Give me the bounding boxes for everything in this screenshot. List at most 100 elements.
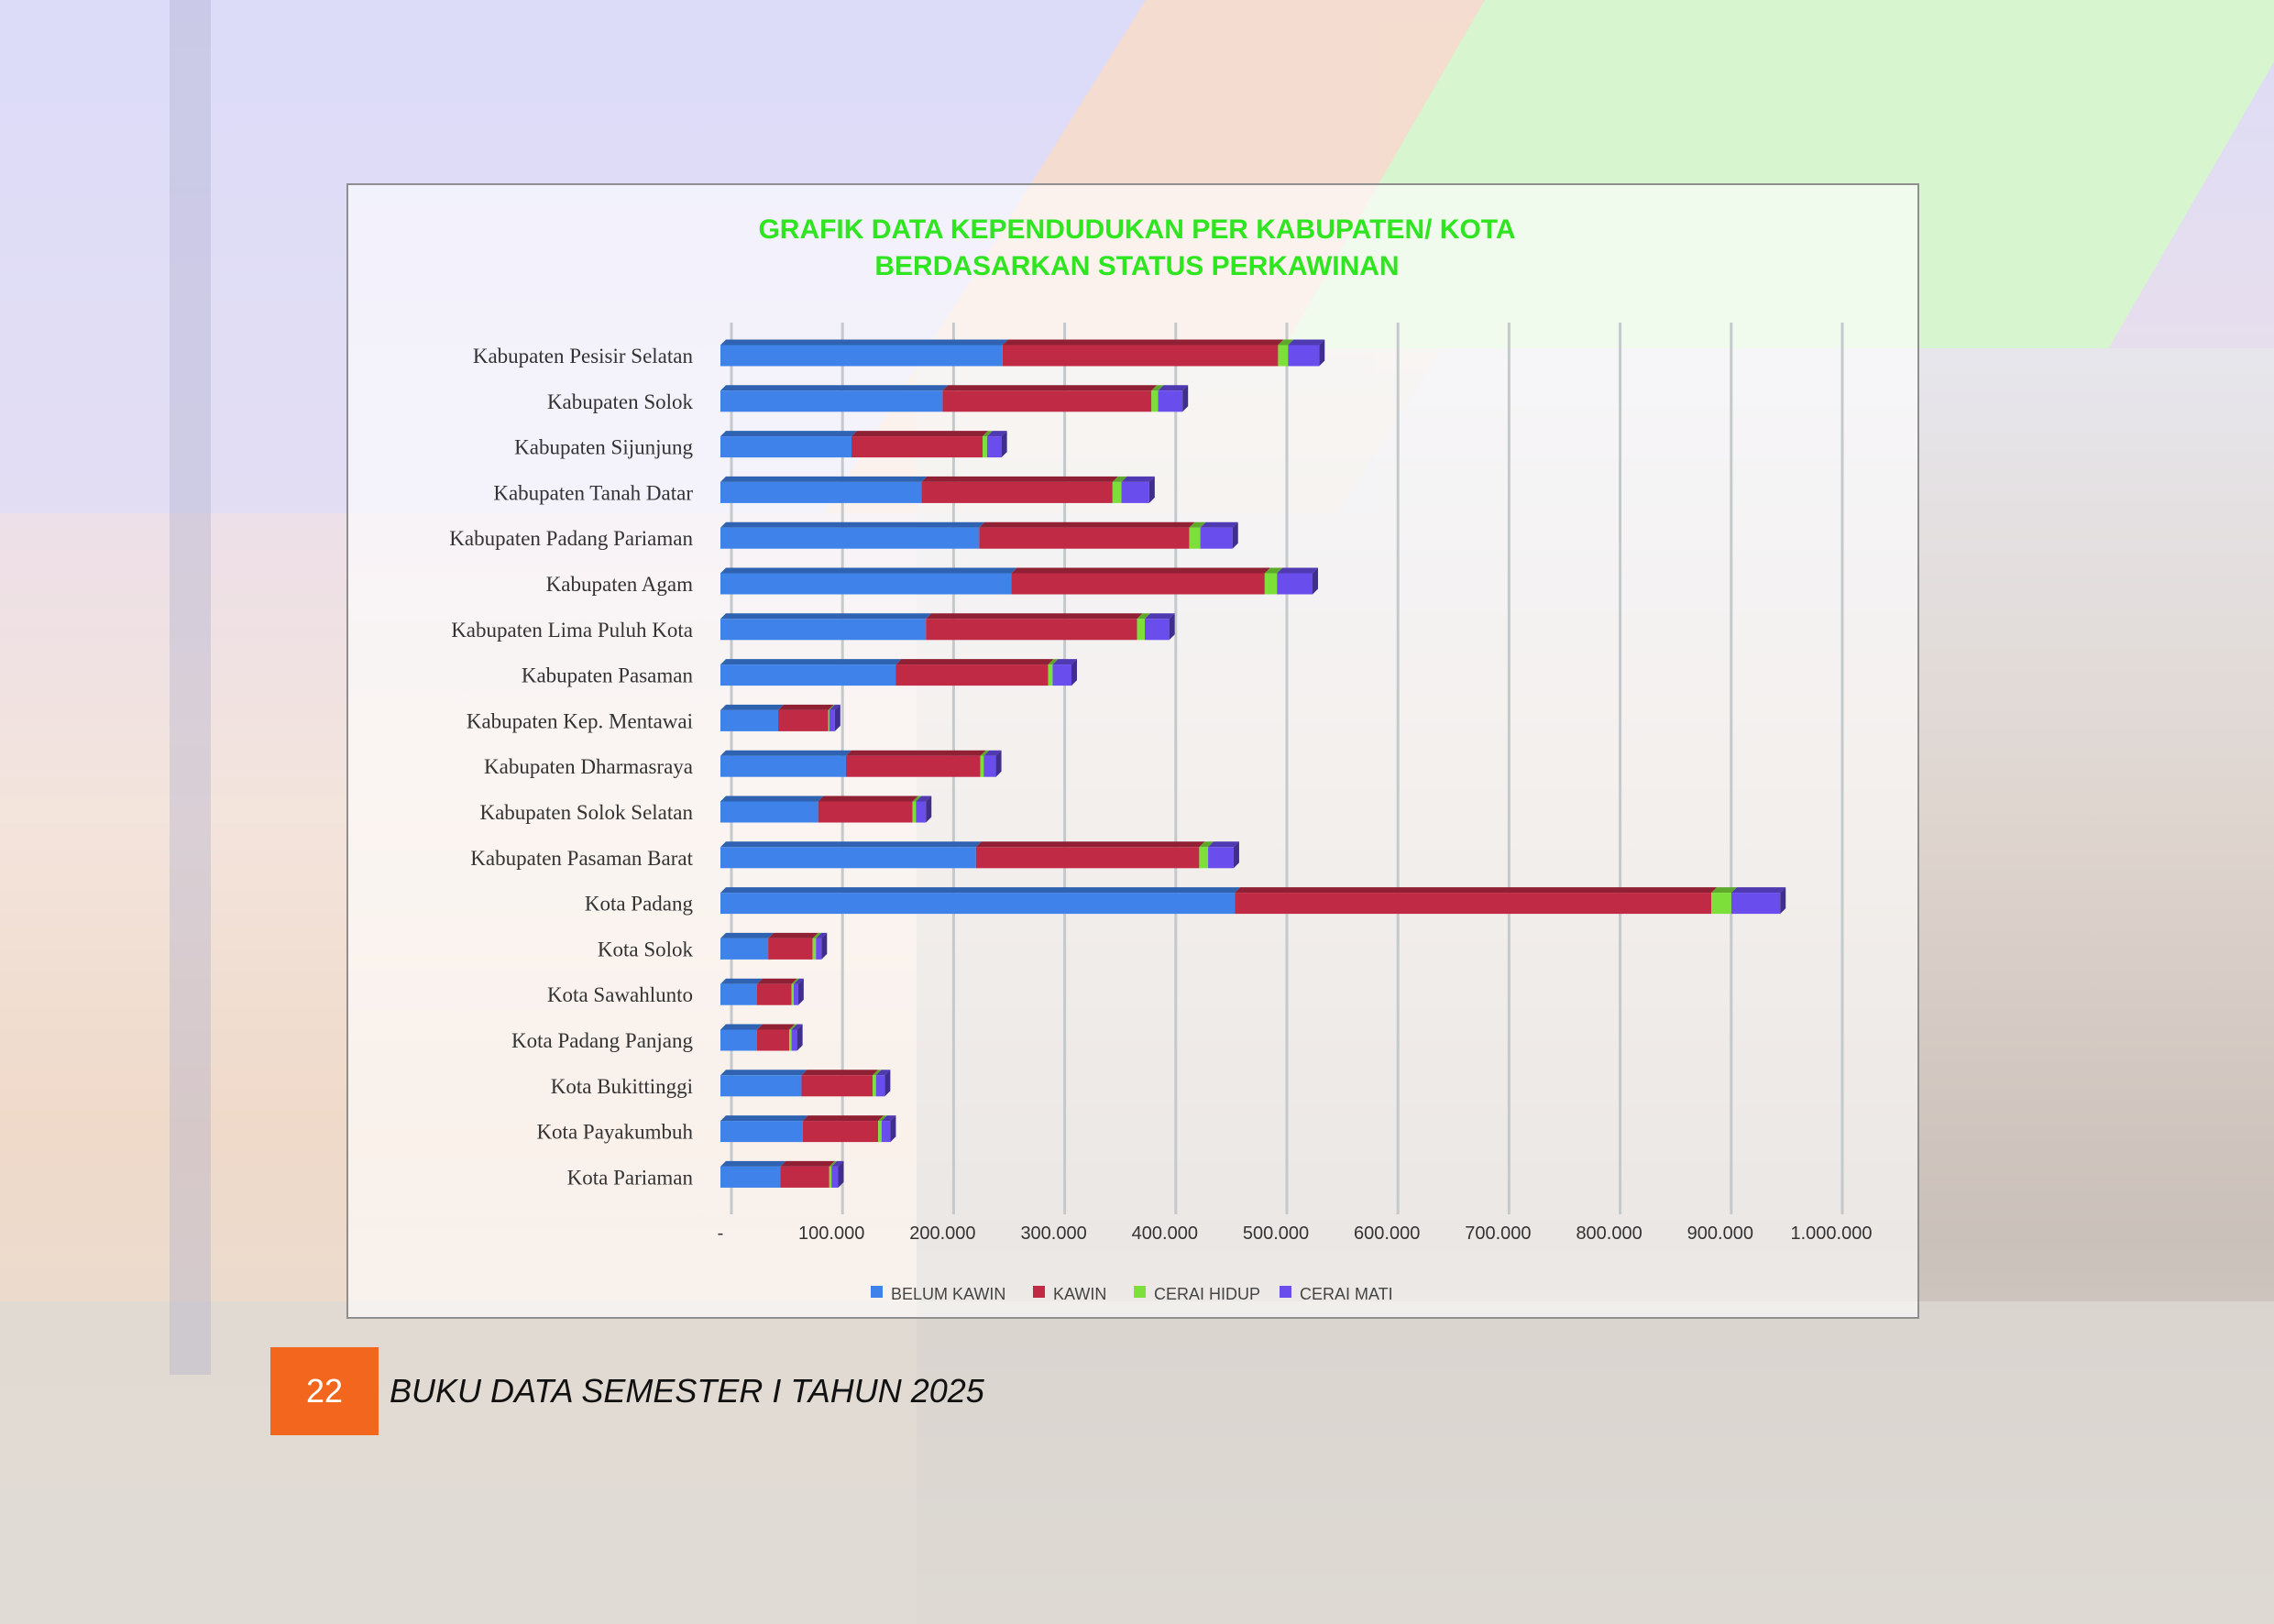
- category-label: Kabupaten Solok: [547, 390, 694, 413]
- category-label: Kabupaten Padang Pariaman: [449, 527, 693, 550]
- bar-segment: [1278, 339, 1294, 367]
- legend-swatch: [1280, 1286, 1291, 1298]
- category-label: Kota Pariaman: [567, 1166, 694, 1189]
- bar-segment: [778, 704, 834, 731]
- bar-segment: [881, 1115, 896, 1143]
- legend-label: BELUM KAWIN: [891, 1285, 1005, 1303]
- bar-segment: [1711, 887, 1737, 915]
- x-tick-label: 400.000: [1132, 1223, 1198, 1244]
- bar-segment: [801, 1070, 879, 1097]
- legend-swatch: [1134, 1286, 1146, 1298]
- bar-segment: [983, 431, 993, 458]
- bar-segment: [756, 1024, 796, 1051]
- bar-segment: [1288, 339, 1325, 367]
- category-label: Kabupaten Pesisir Selatan: [473, 345, 694, 368]
- bar-segment: [1137, 613, 1150, 641]
- x-tick-label: 700.000: [1465, 1223, 1531, 1244]
- bar-segment: [1189, 521, 1206, 549]
- bar-segment: [720, 385, 949, 412]
- category-label: Kabupaten Pasaman Barat: [470, 847, 693, 870]
- category-label: Kota Payakumbuh: [536, 1121, 693, 1144]
- category-label: Kota Bukittinggi: [551, 1075, 693, 1098]
- bar-segment: [926, 613, 1143, 641]
- chart-title-line2: BERDASARKAN STATUS PERKAWINAN: [874, 251, 1400, 281]
- x-tick-label: 1.000.000: [1791, 1223, 1873, 1244]
- bar-segment: [829, 1160, 838, 1188]
- bar-segment: [720, 841, 982, 869]
- bar-segment: [1199, 841, 1214, 869]
- bar-segment: [1121, 476, 1155, 503]
- bar-segment: [979, 521, 1195, 549]
- bar-segment: [980, 750, 990, 777]
- bar-segment: [1112, 476, 1127, 503]
- bar-segment: [921, 476, 1118, 503]
- bar-segment: [720, 521, 985, 549]
- bar-segment: [1208, 841, 1239, 869]
- bar-segment: [816, 932, 828, 960]
- bar-segment: [845, 750, 986, 777]
- bar-segment: [768, 932, 818, 960]
- legend-item: BELUM KAWIN: [871, 1285, 1005, 1303]
- category-label: Kabupaten Dharmasraya: [484, 755, 693, 778]
- bar-segment: [875, 1070, 891, 1097]
- category-label: Kabupaten Sijunjung: [514, 436, 693, 459]
- chart-title-line1: GRAFIK DATA KEPENDUDUKAN PER KABUPATEN/ …: [758, 214, 1516, 245]
- bar-segment: [916, 796, 932, 823]
- legend-item: KAWIN: [1033, 1285, 1106, 1303]
- category-label: Kota Sawahlunto: [547, 983, 693, 1006]
- bar-segment: [942, 385, 1158, 412]
- bar-segment: [720, 1024, 763, 1051]
- bar-segment: [1235, 887, 1718, 915]
- bar-segment: [1264, 567, 1283, 595]
- legend-swatch: [1033, 1286, 1045, 1298]
- legend-label: KAWIN: [1053, 1285, 1106, 1303]
- legend-swatch: [871, 1286, 883, 1298]
- bar-segment: [720, 339, 1008, 367]
- bar-segment: [780, 1160, 835, 1188]
- bar-segment: [873, 1070, 882, 1097]
- bar-segment: [720, 887, 1241, 915]
- page-number-badge: 22: [270, 1347, 379, 1435]
- category-label: Kabupaten Pasaman: [522, 664, 694, 687]
- background-ground: [0, 1301, 2274, 1624]
- bar-segment: [789, 1024, 797, 1051]
- bar-segment: [720, 978, 763, 1005]
- legend-item: CERAI HIDUP: [1134, 1285, 1260, 1303]
- bar-segment: [1144, 613, 1175, 641]
- bar-segment: [1158, 385, 1189, 412]
- category-label: Kabupaten Solok Selatan: [479, 801, 693, 824]
- book-title: BUKU DATA SEMESTER I TAHUN 2025: [390, 1372, 984, 1410]
- x-tick-label: -: [718, 1223, 724, 1244]
- bar-segment: [851, 431, 989, 458]
- x-tick-label: 200.000: [909, 1223, 975, 1244]
- bar-segment: [983, 750, 1002, 777]
- legend: BELUM KAWIN KAWIN CERAI HIDUP CERAI MATI: [871, 1285, 1393, 1303]
- bar-segment: [895, 659, 1054, 686]
- x-axis-ticks: - 100.000 200.000 300.000 400.000 500.000 600.…: [718, 1223, 1873, 1244]
- category-label: Kota Padang: [585, 893, 694, 916]
- bar-segment: [720, 431, 858, 458]
- category-labels: Kabupaten Pesisir Selatan Kabupaten Solok…: [449, 345, 693, 1189]
- bar-segment: [720, 476, 928, 503]
- bars: [720, 339, 1786, 1188]
- bar-segment: [828, 704, 835, 731]
- category-label: Kabupaten Tanah Datar: [493, 481, 693, 504]
- x-tick-label: 100.000: [798, 1223, 864, 1244]
- background-stripe: [170, 0, 211, 1375]
- bar-segment: [831, 1160, 844, 1188]
- x-tick-label: 500.000: [1243, 1223, 1309, 1244]
- gridlines: [730, 323, 1844, 1214]
- bar-segment: [720, 750, 851, 777]
- bar-segment: [1002, 339, 1284, 367]
- bar-segment: [1730, 887, 1786, 915]
- bar-segment: [720, 1160, 786, 1188]
- category-label: Kota Padang Panjang: [511, 1029, 694, 1052]
- bar-segment: [1151, 385, 1164, 412]
- bar-segment: [1048, 659, 1059, 686]
- bar-segment: [1200, 521, 1238, 549]
- bar-segment: [720, 1115, 808, 1143]
- bar-segment: [791, 1024, 803, 1051]
- category-label: Kabupaten Agam: [546, 573, 693, 596]
- bar-segment: [1011, 567, 1270, 595]
